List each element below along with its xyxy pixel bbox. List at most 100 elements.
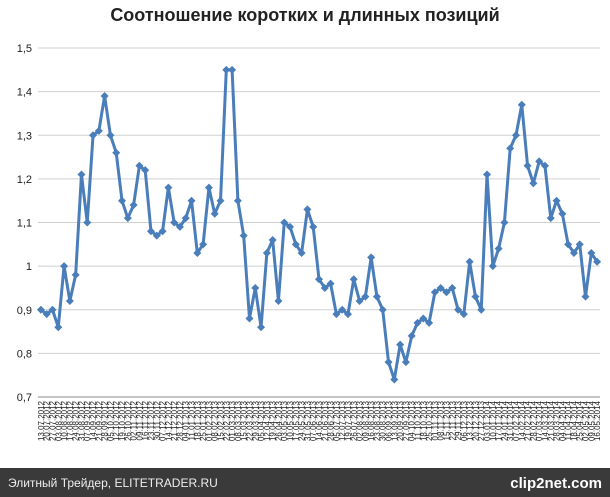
data-point bbox=[593, 257, 602, 266]
data-point bbox=[419, 314, 428, 323]
x-tick-label: 30.08.2013 bbox=[379, 400, 388, 441]
data-point bbox=[459, 310, 468, 319]
data-point bbox=[355, 297, 364, 306]
x-tick-label: 15.03.2013 bbox=[240, 400, 249, 441]
footer-bar bbox=[0, 468, 610, 497]
x-tick-label: 19.04.2013 bbox=[269, 400, 278, 441]
data-point bbox=[425, 318, 434, 327]
x-tick-label: 31.05.2013 bbox=[303, 400, 312, 441]
data-point bbox=[349, 275, 358, 284]
y-tick-label: 0,9 bbox=[17, 305, 32, 317]
chart-title: Соотношение коротких и длинных позиций bbox=[110, 5, 499, 25]
data-point bbox=[187, 196, 196, 205]
data-point bbox=[465, 257, 474, 266]
x-tick-label: 11.01.2013 bbox=[188, 400, 197, 440]
data-point bbox=[477, 305, 486, 314]
x-tick-label: 25.10.2013 bbox=[425, 400, 434, 441]
data-point bbox=[546, 214, 555, 223]
x-tick-label: 28.09.2012 bbox=[101, 400, 110, 441]
data-point bbox=[100, 91, 109, 100]
x-tick-label: 12.07.2013 bbox=[338, 400, 347, 441]
x-tick-label: 16.05.2014 bbox=[593, 400, 602, 441]
x-tick-label: 13.09.2013 bbox=[390, 400, 399, 441]
x-tick-label: 24.08.2012 bbox=[72, 400, 81, 441]
data-point bbox=[233, 196, 242, 205]
data-point bbox=[94, 126, 103, 135]
x-tick-label: 02.05.2014 bbox=[582, 400, 591, 441]
x-tick-label: 03.05.2013 bbox=[280, 400, 289, 441]
x-tick-label: 10.05.2013 bbox=[286, 400, 295, 441]
x-tick-label: 04.10.2013 bbox=[408, 400, 417, 441]
data-point bbox=[36, 305, 45, 314]
data-point bbox=[175, 222, 184, 231]
x-tick-label: 31.01.2014 bbox=[506, 400, 515, 441]
x-tick-label: 19.10.2012 bbox=[118, 400, 127, 441]
data-point bbox=[170, 218, 179, 227]
x-tick-label: 09.05.2014 bbox=[587, 400, 596, 441]
data-point bbox=[123, 214, 132, 223]
data-point bbox=[384, 358, 393, 367]
data-point bbox=[471, 292, 480, 301]
x-tick-label: 07.02.2014 bbox=[512, 400, 521, 441]
x-tick-label: 10.08.2012 bbox=[60, 400, 69, 441]
x-tick-label: 28.03.2014 bbox=[553, 400, 562, 441]
x-tick-label: 07.12.2012 bbox=[159, 400, 168, 441]
x-tick-label: 04.04.2014 bbox=[558, 400, 567, 441]
y-tick-label: 1,3 bbox=[17, 130, 32, 142]
data-point bbox=[193, 249, 202, 258]
x-tick-label: 09.11.2012 bbox=[135, 400, 144, 440]
data-point bbox=[141, 166, 150, 175]
data-point bbox=[83, 218, 92, 227]
x-tick-label: 25.01.2013 bbox=[199, 400, 208, 441]
footer-source: Элитный Трейдер, ELITETRADER.RU bbox=[8, 476, 218, 490]
x-tick-label: 21.02.2014 bbox=[524, 400, 533, 441]
data-point bbox=[268, 235, 277, 244]
x-tick-label: 21.09.2012 bbox=[95, 400, 104, 441]
x-tick-label: 27.12.2013 bbox=[477, 400, 486, 441]
x-tick-label: 24.05.2013 bbox=[298, 400, 307, 441]
x-tick-label: 24.01.2014 bbox=[500, 400, 509, 441]
data-point bbox=[77, 170, 86, 179]
data-point bbox=[60, 262, 69, 271]
x-tick-label: 19.07.2013 bbox=[344, 400, 353, 441]
data-point bbox=[315, 275, 323, 284]
data-point bbox=[390, 375, 399, 384]
x-tick-label: 12.04.2013 bbox=[263, 400, 272, 441]
x-tick-label: 18.10.2013 bbox=[419, 400, 428, 441]
x-tick-label: 25.04.2014 bbox=[576, 400, 585, 441]
x-tick-label: 17.05.2013 bbox=[292, 400, 301, 441]
x-tick-label: 26.07.2013 bbox=[350, 400, 359, 441]
x-tick-label: 21.06.2013 bbox=[321, 400, 330, 441]
data-point bbox=[216, 196, 225, 205]
x-tick-label: 28.06.2013 bbox=[327, 400, 336, 441]
data-point bbox=[274, 297, 283, 306]
data-point bbox=[106, 131, 115, 140]
x-tick-label: 29.11.2013 bbox=[454, 400, 463, 440]
data-point bbox=[454, 305, 463, 314]
data-point bbox=[529, 179, 538, 188]
data-point bbox=[506, 144, 515, 153]
data-point bbox=[309, 222, 318, 231]
x-tick-label: 22.02.2013 bbox=[222, 400, 231, 441]
data-point bbox=[280, 218, 289, 227]
data-point bbox=[338, 305, 347, 314]
data-point bbox=[535, 157, 544, 166]
data-point bbox=[326, 279, 335, 288]
data-point bbox=[523, 161, 532, 170]
data-point bbox=[442, 288, 451, 297]
x-tick-label: 30.11.2012 bbox=[153, 400, 162, 440]
x-tick-label: 16.08.2013 bbox=[367, 400, 376, 441]
data-point bbox=[343, 310, 352, 319]
x-tick-label: 26.04.2013 bbox=[274, 400, 283, 441]
x-tick-label: 01.02.2013 bbox=[205, 400, 214, 441]
x-tick-label: 14.12.2012 bbox=[164, 400, 173, 441]
data-point bbox=[158, 227, 167, 236]
x-tick-label: 15.02.2013 bbox=[217, 400, 226, 441]
data-point bbox=[135, 161, 144, 170]
x-tick-label: 11.10.2013 bbox=[413, 400, 422, 440]
x-tick-label: 08.11.2013 bbox=[437, 400, 446, 440]
x-tick-label: 10.01.2014 bbox=[489, 400, 498, 441]
x-tick-label: 27.07.2012 bbox=[48, 400, 57, 441]
